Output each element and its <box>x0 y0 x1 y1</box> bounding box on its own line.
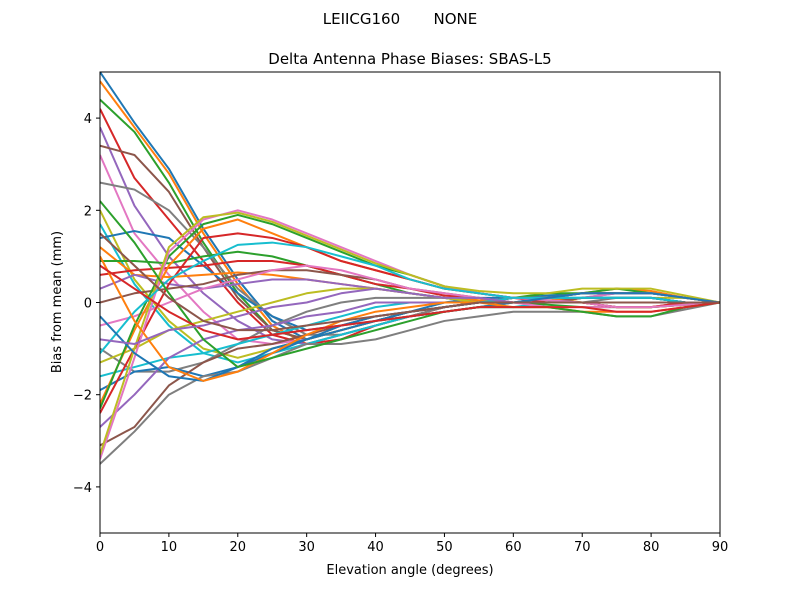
series-line-32 <box>100 200 720 369</box>
x-tick-label: 70 <box>574 540 591 555</box>
x-tick-label: 50 <box>436 540 453 555</box>
series-line-33 <box>100 264 720 341</box>
x-tick-label: 30 <box>298 540 315 555</box>
x-tick-label: 90 <box>712 540 729 555</box>
x-tick-label: 20 <box>230 540 247 555</box>
y-axis-label: Bias from mean (mm) <box>50 231 65 373</box>
figure-suptitle: LEIICG160 NONE <box>323 10 478 28</box>
x-tick-label: 80 <box>643 540 660 555</box>
series-line-29 <box>100 241 720 354</box>
x-tick-label: 0 <box>96 540 104 555</box>
ticks-group: 0 10 20 30 40 50 60 70 80 90 −4 −2 0 2 4 <box>73 112 728 555</box>
y-tick-label: −2 <box>73 389 92 404</box>
series-line-10 <box>100 230 720 332</box>
series-line-5 <box>100 144 720 341</box>
x-tick-label: 60 <box>505 540 522 555</box>
y-tick-label: −4 <box>73 481 92 496</box>
plot-frame <box>99 71 721 534</box>
chart-title: Delta Antenna Phase Biases: SBAS-L5 <box>268 50 551 68</box>
y-tick-label: 0 <box>84 297 92 312</box>
series-line-17 <box>100 296 720 373</box>
y-tick-label: 2 <box>84 204 92 219</box>
x-tick-label: 40 <box>367 540 384 555</box>
series-group <box>100 72 720 465</box>
series-line-35 <box>100 232 720 332</box>
x-axis-label: Elevation angle (degrees) <box>326 563 493 578</box>
y-tick-label: 4 <box>84 112 92 127</box>
x-tick-label: 10 <box>161 540 178 555</box>
series-line-28 <box>100 211 720 455</box>
